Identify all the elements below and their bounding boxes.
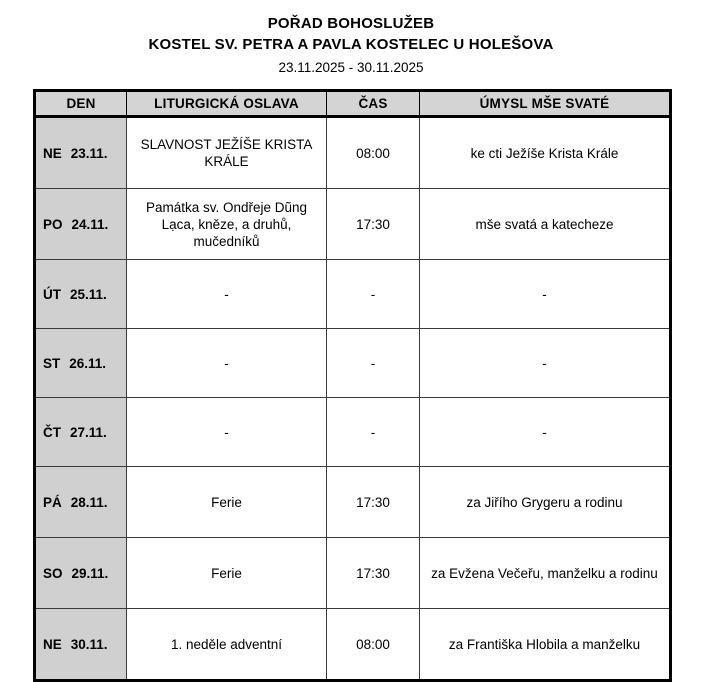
cell-day: ÚT 25.11. [34, 259, 127, 329]
cell-time: - [326, 397, 420, 467]
table-row: NE 30.11. 1. neděle adventní 08:00 za Fra… [34, 608, 671, 681]
cell-celebration: Památka sv. Ondřeje Dũng Lạca, kněze, a … [126, 188, 327, 260]
table-row: PO 24.11. Památka sv. Ondřeje Dũng Lạca, … [34, 188, 671, 260]
cell-day-of-week: ÚT [43, 286, 61, 302]
cell-day: NE 30.11. [34, 608, 127, 681]
table-header: DEN LITURGICKÁ OSLAVA ČAS ÚMYSL MŠE SVAT… [34, 90, 671, 118]
cell-day: NE 23.11. [34, 116, 127, 189]
cell-celebration: SLAVNOST JEŽÍŠE KRISTA KRÁLE [126, 116, 327, 189]
cell-intention: mše svatá a katecheze [419, 188, 671, 260]
document-header: POŘAD BOHOSLUŽEB KOSTEL SV. PETRA A PAVL… [0, 0, 702, 78]
cell-celebration: Ferie [126, 466, 327, 538]
cell-day-of-week: PÁ [43, 494, 62, 510]
cell-day-of-week: NE [43, 145, 62, 161]
table-row: NE 23.11. SLAVNOST JEŽÍŠE KRISTA KRÁLE 08… [34, 116, 671, 189]
cell-time: 17:30 [326, 188, 420, 260]
cell-day-date: 30.11. [70, 636, 108, 652]
cell-time: 17:30 [326, 537, 420, 609]
document-title-secondary: KOSTEL SV. PETRA A PAVLA KOSTELEC U HOLE… [148, 36, 554, 53]
schedule-table-container: DEN LITURGICKÁ OSLAVA ČAS ÚMYSL MŠE SVAT… [33, 89, 672, 682]
document-date-range: 23.11.2025 - 30.11.2025 [278, 60, 424, 75]
cell-day-of-week: PO [43, 216, 63, 232]
column-header-time: ČAS [326, 90, 420, 118]
cell-intention: - [419, 259, 671, 329]
cell-intention: za Evžena Večeřu, manželku a rodinu [419, 537, 671, 609]
table-row: SO 29.11. Ferie 17:30 za Evžena Večeřu, m… [34, 537, 671, 609]
schedule-table: DEN LITURGICKÁ OSLAVA ČAS ÚMYSL MŠE SVAT… [33, 89, 672, 682]
cell-day: PO 24.11. [34, 188, 127, 260]
column-header-intention: ÚMYSL MŠE SVATÉ [419, 90, 671, 118]
column-header-day: DEN [34, 90, 127, 118]
cell-intention: - [419, 397, 671, 467]
table-row: ÚT 25.11. - - - [34, 259, 671, 329]
cell-day-date: 27.11. [70, 424, 107, 440]
cell-celebration: - [126, 397, 327, 467]
cell-day-of-week: ČT [43, 424, 61, 440]
cell-day-date: 25.11. [70, 286, 107, 302]
cell-time: 08:00 [326, 116, 420, 189]
table-row: ST 26.11. - - - [34, 328, 671, 398]
cell-day-of-week: ST [43, 355, 61, 371]
cell-day: PÁ 28.11. [34, 466, 127, 538]
document-title-primary: POŘAD BOHOSLUŽEB [267, 15, 435, 32]
cell-day-date: 24.11. [71, 216, 109, 232]
cell-day-date: 26.11. [69, 355, 107, 371]
cell-day-date: 28.11. [70, 494, 108, 510]
cell-intention: - [419, 328, 671, 398]
cell-day-date: 23.11. [70, 145, 108, 161]
table-header-row: DEN LITURGICKÁ OSLAVA ČAS ÚMYSL MŠE SVAT… [34, 90, 671, 118]
cell-celebration: 1. neděle adventní [126, 608, 327, 681]
cell-celebration: Ferie [126, 537, 327, 609]
cell-intention: za Jiřího Grygeru a rodinu [419, 466, 671, 538]
cell-day: ČT 27.11. [34, 397, 127, 467]
cell-time: 08:00 [326, 608, 420, 681]
table-body: NE 23.11. SLAVNOST JEŽÍŠE KRISTA KRÁLE 08… [34, 116, 671, 681]
cell-time: 17:30 [326, 466, 420, 538]
cell-day-of-week: NE [43, 636, 62, 652]
cell-intention: za Františka Hlobila a manželku [448, 636, 641, 652]
cell-celebration: - [126, 328, 327, 398]
cell-day: SO 29.11. [34, 537, 127, 609]
cell-day-of-week: SO [43, 565, 63, 581]
column-header-celebration: LITURGICKÁ OSLAVA [126, 90, 327, 118]
cell-time: - [326, 259, 420, 329]
table-row: ČT 27.11. - - - [34, 397, 671, 467]
cell-time: - [326, 328, 420, 398]
cell-day: ST 26.11. [34, 328, 127, 398]
table-row: PÁ 28.11. Ferie 17:30 za Jiřího Grygeru a… [34, 466, 671, 538]
cell-intention: ke cti Ježíše Krista Krále [419, 116, 671, 189]
cell-day-date: 29.11. [71, 565, 109, 581]
cell-celebration: - [126, 259, 327, 329]
